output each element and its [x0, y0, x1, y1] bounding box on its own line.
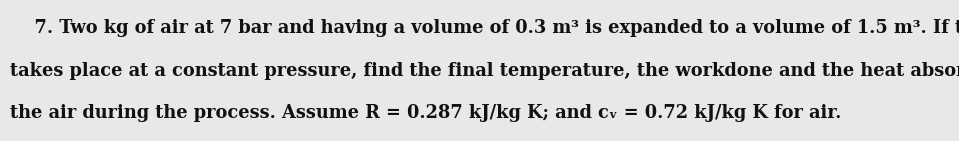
Text: the air during the process. Assume R = 0.287 kJ/kg K; and cᵥ = 0.72 kJ/kg K for : the air during the process. Assume R = 0…: [10, 104, 841, 122]
Text: 7. Two kg of air at 7 bar and having a volume of 0.3 m³ is expanded to a volume : 7. Two kg of air at 7 bar and having a v…: [10, 19, 959, 37]
Text: takes place at a constant pressure, find the final temperature, the workdone and: takes place at a constant pressure, find…: [10, 61, 959, 80]
